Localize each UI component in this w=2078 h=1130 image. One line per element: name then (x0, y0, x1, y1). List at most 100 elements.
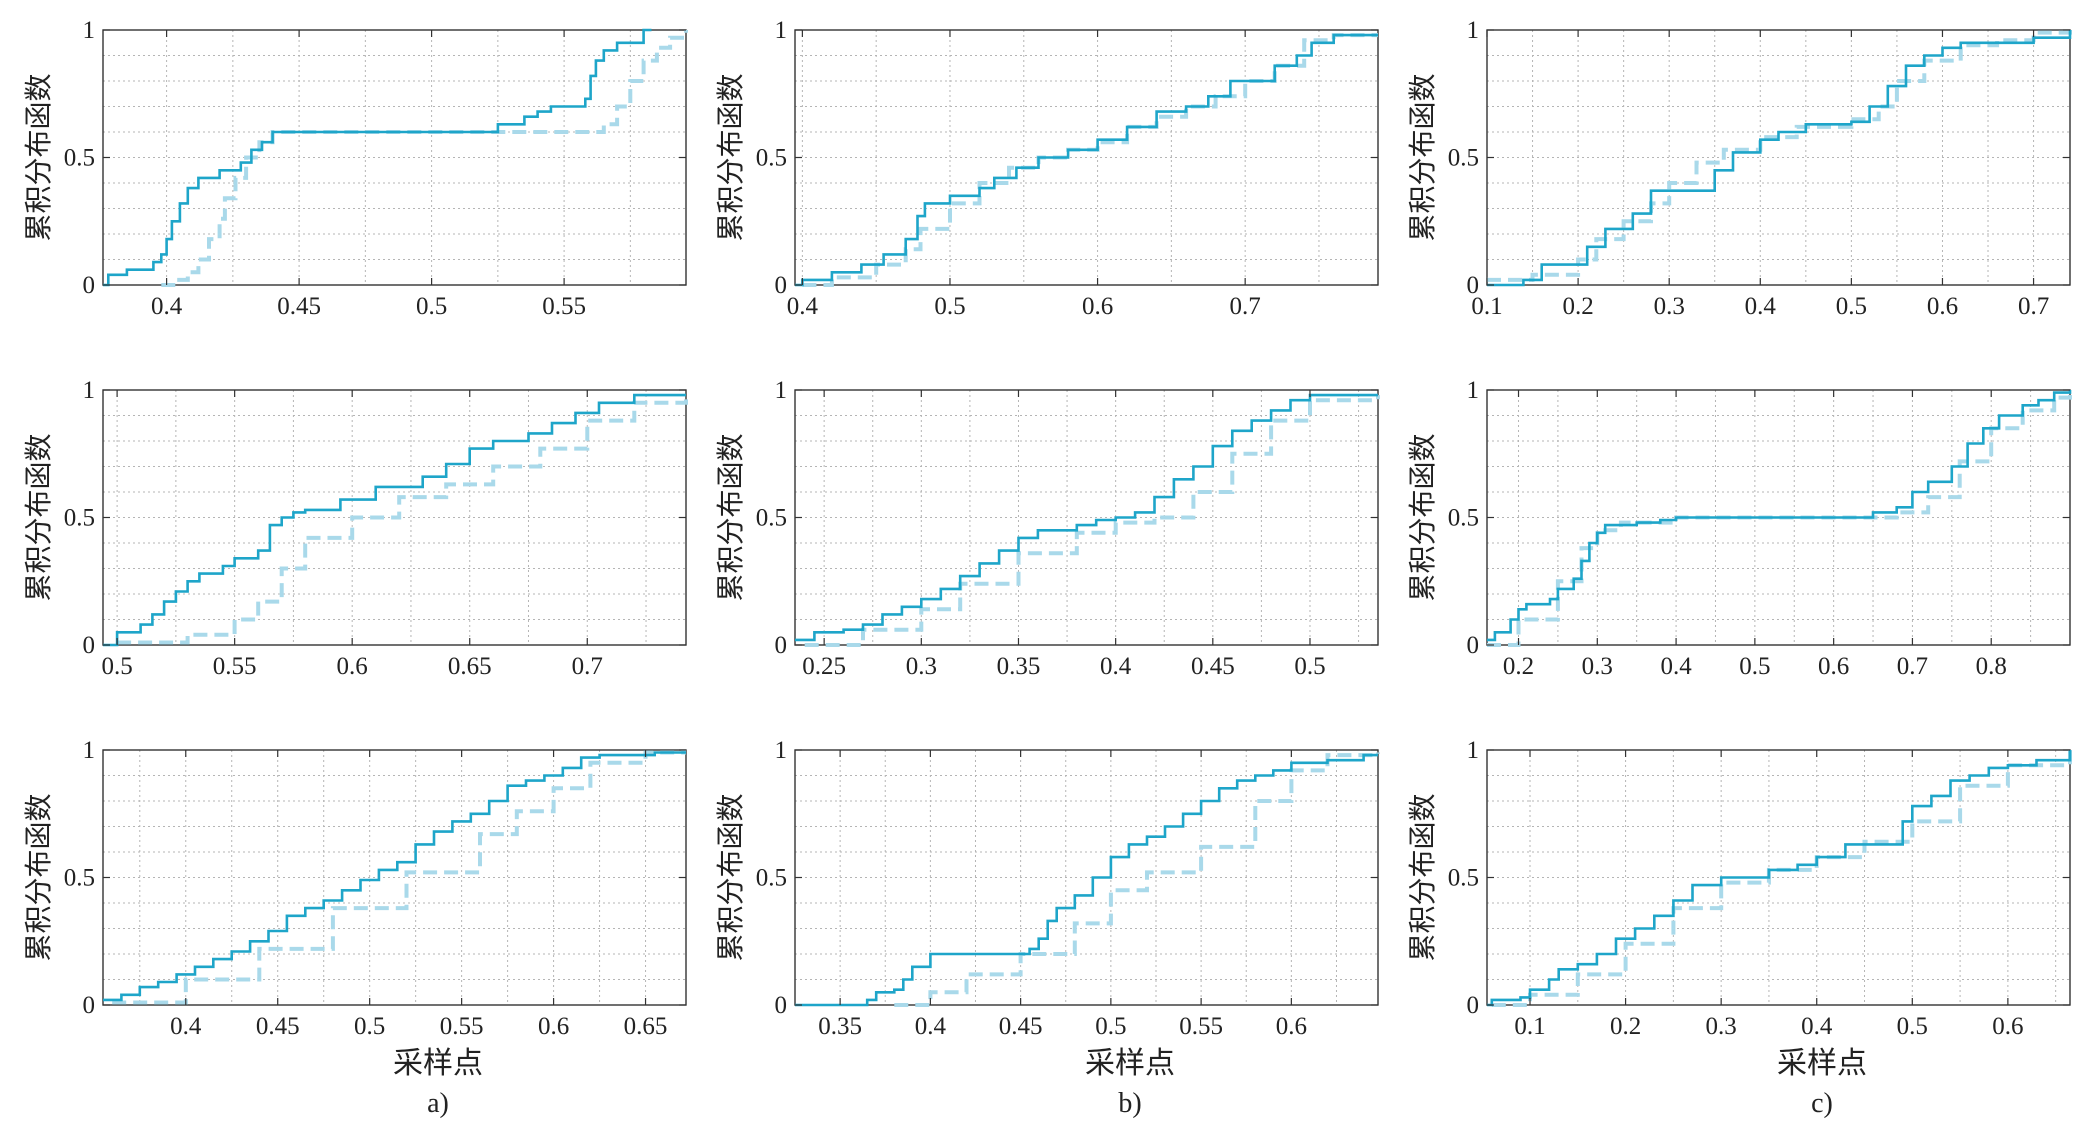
y-axis-label: 累积分布函数 (22, 793, 55, 961)
y-axis-label: 累积分布函数 (22, 433, 55, 601)
xlabel-column-b: 采样点 (1085, 1046, 1175, 1081)
y-tick-label: 0 (775, 272, 788, 299)
y-tick-label: 0.5 (1448, 865, 1479, 892)
x-tick-label: 0.7 (2018, 293, 2049, 320)
x-tick-label: 0.7 (572, 653, 603, 680)
x-tick-label: 0.5 (934, 293, 965, 320)
y-tick-label: 0.5 (1448, 145, 1479, 172)
cdf-panel-r1-b: 0.4 0.5 0.6 0.7 0 0.5 1 累积分布函数 (714, 17, 1379, 320)
x-tick-label: 0.5 (1095, 1013, 1126, 1040)
subfig-label-a: a) (427, 1088, 449, 1119)
y-tick-label: 0 (83, 992, 96, 1019)
cdf-series-solid (1487, 30, 2072, 287)
subfig-label-b: b) (1118, 1088, 1141, 1119)
cdf-series-dashed (802, 33, 1378, 287)
y-tick-label: 1 (1467, 737, 1480, 764)
y-axis-label: 累积分布函数 (1406, 73, 1439, 241)
x-tick-label: 0.5 (1836, 293, 1867, 320)
x-tick-label: 0.3 (1706, 1013, 1737, 1040)
cdf-series-dashed (112, 750, 686, 1005)
xlabel-column-a: 采样点 (393, 1046, 483, 1081)
x-tick-label: 0.4 (1660, 653, 1692, 680)
x-tick-label: 0.1 (1514, 1013, 1545, 1040)
y-axis-label: 累积分布函数 (1406, 433, 1439, 601)
x-tick-label: 0.6 (1818, 653, 1849, 680)
x-tick-label: 0.45 (256, 1013, 300, 1040)
y-tick-label: 0.5 (64, 865, 95, 892)
cdf-series-solid (1487, 390, 2072, 642)
y-tick-label: 0.5 (64, 505, 95, 532)
y-tick-label: 0 (775, 992, 788, 1019)
x-tick-label: 0.6 (538, 1013, 569, 1040)
subfig-label-c: c) (1811, 1088, 1833, 1119)
cdf-panel-r1-c: 0.1 0.2 0.3 0.4 0.5 0.6 0.7 0 0.5 1 累积分布函数 (1406, 17, 2072, 320)
y-tick-label: 1 (1467, 17, 1480, 44)
cdf-series-solid (103, 393, 686, 647)
y-tick-label: 0.5 (756, 145, 787, 172)
y-tick-label: 0.5 (1448, 505, 1479, 532)
x-tick-label: 0.55 (440, 1013, 484, 1040)
y-axis-label: 累积分布函数 (714, 73, 747, 241)
x-tick-label: 0.4 (170, 1013, 202, 1040)
cdf-series-dashed (1487, 30, 2072, 282)
y-axis-label: 累积分布函数 (22, 73, 55, 241)
y-tick-label: 1 (775, 737, 788, 764)
y-tick-label: 0 (1467, 992, 1480, 1019)
y-tick-label: 1 (83, 17, 96, 44)
x-tick-label: 0.1 (1471, 293, 1502, 320)
x-tick-label: 0.6 (1992, 1013, 2023, 1040)
x-tick-label: 0.3 (906, 653, 937, 680)
x-tick-label: 0.55 (1179, 1013, 1223, 1040)
cdf-series-solid (103, 751, 686, 1002)
cdf-panel-r3-c: 0.1 0.2 0.3 0.4 0.5 0.6 0 0.5 1 累积分布函数 (1406, 737, 2072, 1040)
cdf-series-solid (795, 33, 1378, 287)
y-tick-label: 0 (83, 632, 96, 659)
y-tick-label: 0.5 (756, 505, 787, 532)
x-tick-label: 0.4 (915, 1013, 947, 1040)
x-tick-label: 0.6 (1276, 1013, 1307, 1040)
y-tick-label: 0 (775, 632, 788, 659)
y-tick-label: 1 (775, 377, 788, 404)
y-axis-label: 累积分布函数 (714, 793, 747, 961)
x-tick-label: 0.3 (1654, 293, 1685, 320)
cdf-panel-r2-b: 0.25 0.3 0.35 0.4 0.45 0.5 0 0.5 1 累积分布函数 (714, 377, 1380, 680)
x-tick-label: 0.2 (1562, 293, 1593, 320)
y-tick-label: 1 (83, 377, 96, 404)
y-tick-label: 0 (1467, 272, 1480, 299)
y-tick-label: 1 (1467, 377, 1480, 404)
x-tick-label: 0.7 (1230, 293, 1261, 320)
x-tick-label: 0.5 (1294, 653, 1325, 680)
y-tick-label: 1 (83, 737, 96, 764)
x-tick-label: 0.6 (1927, 293, 1958, 320)
x-tick-label: 0.7 (1897, 653, 1928, 680)
x-tick-label: 0.4 (1745, 293, 1777, 320)
x-tick-label: 0.25 (802, 653, 846, 680)
x-tick-label: 0.45 (999, 1013, 1043, 1040)
cdf-series-solid (795, 753, 1378, 1007)
cdf-panel-r2-c: 0.2 0.3 0.4 0.5 0.6 0.7 0.8 0 0.5 1 累积分布函数 (1406, 377, 2072, 680)
y-tick-label: 1 (775, 17, 788, 44)
cdf-panel-r3-a: 0.4 0.45 0.5 0.55 0.6 0.65 0 0.5 1 累积分布函数 (22, 737, 687, 1040)
x-tick-label: 0.5 (101, 653, 132, 680)
x-tick-label: 0.55 (542, 293, 586, 320)
cdf-series-dashed (804, 395, 1380, 647)
x-tick-label: 0.8 (1976, 653, 2007, 680)
y-tick-label: 0 (83, 272, 96, 299)
x-tick-label: 0.2 (1503, 653, 1534, 680)
cdf-series-solid (1487, 750, 2072, 1007)
x-tick-label: 0.65 (624, 1013, 668, 1040)
cdf-panel-r1-a: 0.4 0.45 0.5 0.55 0 0.5 1 累积分布函数 (22, 17, 688, 320)
x-tick-label: 0.5 (1739, 653, 1770, 680)
x-tick-label: 0.3 (1582, 653, 1613, 680)
x-tick-label: 0.6 (337, 653, 368, 680)
x-tick-label: 0.4 (1100, 653, 1132, 680)
cdf-series-solid (795, 393, 1378, 642)
x-tick-label: 0.6 (1082, 293, 1113, 320)
x-tick-label: 0.45 (1191, 653, 1235, 680)
y-tick-label: 0.5 (64, 145, 95, 172)
x-tick-label: 0.35 (818, 1013, 862, 1040)
x-tick-label: 0.45 (277, 293, 321, 320)
x-tick-label: 0.2 (1610, 1013, 1641, 1040)
